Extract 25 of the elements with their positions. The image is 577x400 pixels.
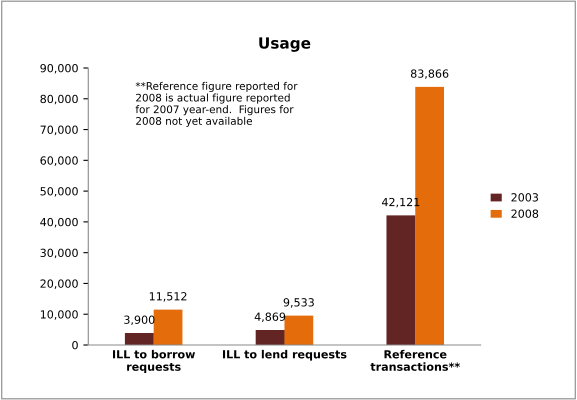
y-tick-label: 70,000 (40, 126, 78, 136)
y-tick-label: 20,000 (40, 279, 78, 289)
x-tick-label: ILL to borrow requests (112, 350, 195, 374)
y-tick-label: 40,000 (40, 218, 78, 228)
x-tick-label: Reference transactions** (370, 350, 460, 371)
bar (284, 316, 314, 345)
data-label: 83,866 (410, 69, 448, 79)
y-tick-label: 30,000 (40, 248, 78, 258)
y-tick-label: 80,000 (40, 94, 78, 104)
annotation: **Reference figure reported for 2008 is actual figure reported for 2007 year-end. Figures for 2008 not yet available (136, 82, 298, 127)
bar (124, 332, 154, 345)
chart-title: Usage (259, 37, 310, 52)
y-tick-label: 0 (72, 340, 78, 350)
y-tick-label: 60,000 (40, 156, 78, 166)
bar (386, 215, 416, 345)
bar (154, 310, 182, 345)
y-tick-label: 10,000 (40, 310, 78, 320)
x-tick-label: ILL to lend requests (222, 350, 346, 361)
legend-label: 2008 (511, 209, 538, 218)
y-tick-label: 50,000 (40, 187, 78, 197)
y-tick-label: 90,000 (40, 64, 78, 74)
data-label: 9,533 (284, 298, 314, 308)
bar (256, 330, 284, 345)
legend-label: 2003 (511, 193, 538, 202)
data-label: 11,512 (150, 292, 186, 302)
